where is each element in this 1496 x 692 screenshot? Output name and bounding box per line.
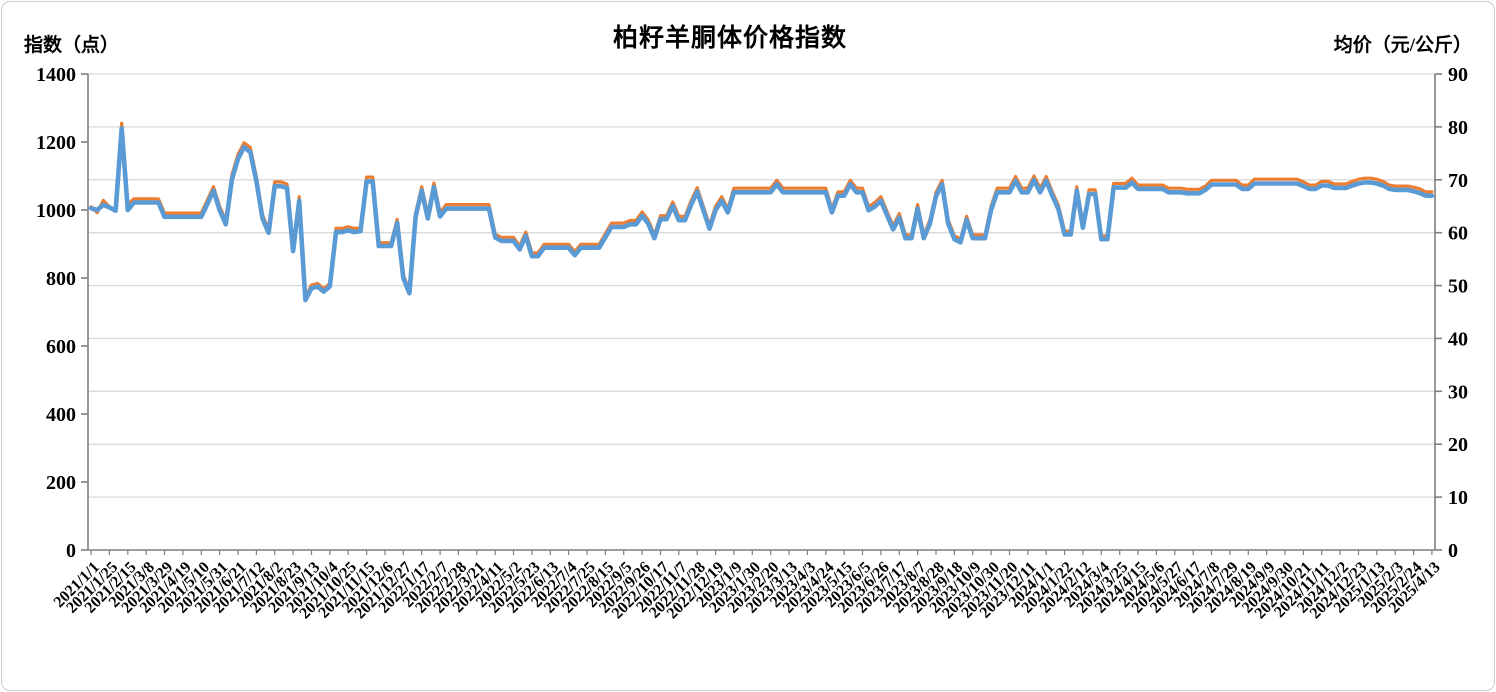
left-axis-tick-label: 400 [46,404,76,426]
right-axis-tick-label: 70 [1448,170,1468,192]
left-axis-tick-label: 600 [46,336,76,358]
right-axis-tick-label: 10 [1448,487,1468,509]
right-axis-title: 均价（元/公斤） [1333,35,1472,56]
left-axis-tick-label: 0 [66,540,76,562]
right-axis-tick-label: 60 [1448,223,1468,245]
left-axis-tick-label: 800 [46,268,76,290]
left-axis-tick-label: 1200 [36,132,76,154]
index-line [88,126,1435,303]
right-axis-tick-label: 0 [1448,540,1458,562]
chart-title: 柏籽羊胴体价格指数 [612,25,847,52]
price-line [89,121,1434,299]
left-axis-title: 指数（点） [24,35,120,56]
right-axis-tick-label: 80 [1448,117,1468,139]
right-axis-tick-label: 40 [1448,328,1468,350]
left-axis-tick-label: 1000 [36,200,76,222]
right-axis-tick-label: 20 [1448,434,1468,456]
right-axis-tick-label: 90 [1448,64,1468,86]
right-axis-tick-label: 30 [1448,381,1468,403]
left-axis-tick-label: 200 [46,472,76,494]
right-axis-tick-label: 50 [1448,276,1468,298]
left-axis-tick-label: 1400 [36,64,76,86]
